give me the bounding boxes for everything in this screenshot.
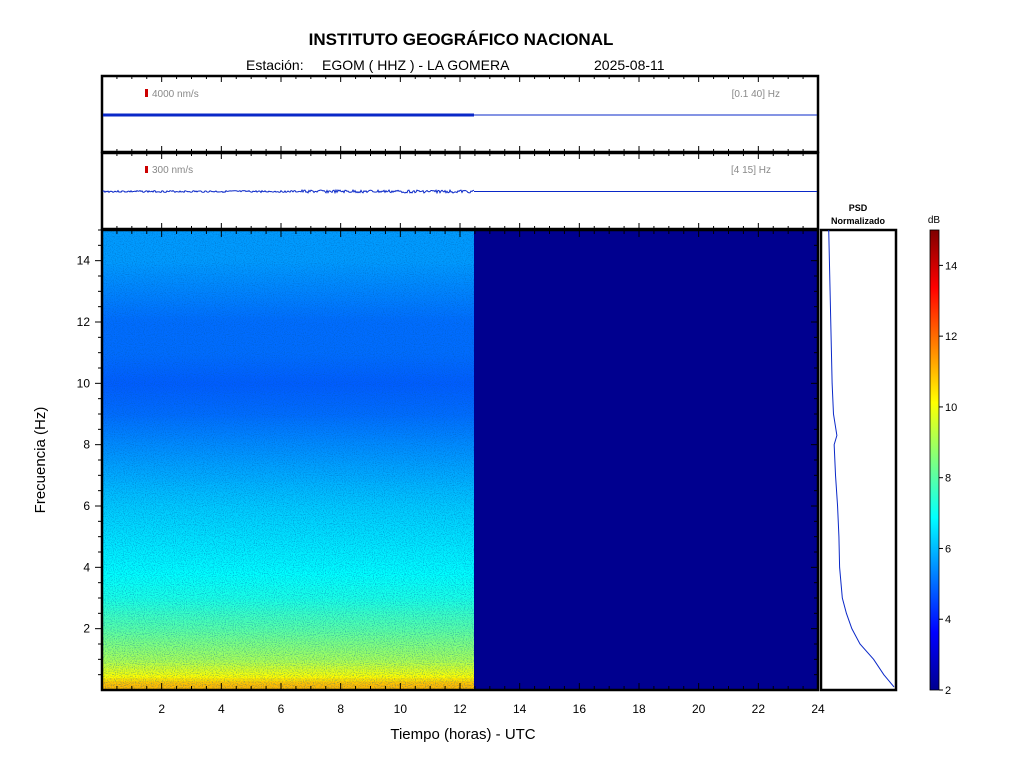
x-tick-label: 14 — [513, 702, 527, 716]
station-name: EGOM ( HHZ ) - LA GOMERA — [322, 57, 510, 73]
x-tick-label: 6 — [278, 702, 285, 716]
psd-title-line1: PSD — [849, 203, 868, 213]
colorbar-tick-label: 4 — [945, 614, 951, 626]
scale-label-filtered: 300 nm/s — [152, 165, 193, 176]
psd-title-line2: Normalizado — [831, 216, 886, 226]
colorbar-title: dB — [928, 215, 941, 226]
x-axis-label: Tiempo (horas) - UTC — [390, 726, 535, 743]
x-tick-label: 22 — [752, 702, 766, 716]
y-tick-label: 2 — [83, 622, 90, 636]
psd-frame — [819, 228, 898, 692]
colorbar-tick-label: 12 — [945, 331, 957, 343]
colorbar-tick-label: 14 — [945, 260, 957, 272]
y-tick-label: 14 — [77, 254, 91, 268]
x-tick-label: 2 — [158, 702, 165, 716]
y-tick-label: 4 — [83, 560, 90, 574]
x-tick-label: 10 — [394, 702, 408, 716]
x-tick-label: 20 — [692, 702, 706, 716]
x-tick-label: 24 — [811, 702, 825, 716]
spectrogram-noise-texture — [102, 230, 474, 690]
x-tick-label: 12 — [453, 702, 467, 716]
y-tick-label: 12 — [77, 315, 91, 329]
x-tick-label: 16 — [573, 702, 587, 716]
y-axis-label: Frecuencia (Hz) — [32, 407, 49, 514]
psd-panel: PSD Normalizado — [819, 203, 898, 692]
station-label: Estación: — [246, 57, 304, 73]
x-tick-label: 4 — [218, 702, 225, 716]
seismogram-panel-broadband: 4000 nm/s [0.1 40] Hz — [100, 74, 820, 154]
seismogram-panel-filtered: 300 nm/s [4 15] Hz — [100, 151, 820, 231]
psd-curve — [828, 229, 895, 688]
scale-bar-filtered — [145, 166, 148, 173]
trace-filtered-data — [102, 188, 475, 195]
colorbar-tick-label: 6 — [945, 543, 951, 555]
y-tick-label: 8 — [83, 438, 90, 452]
trace-broadband-data — [103, 113, 474, 117]
y-tick-label: 6 — [83, 499, 90, 513]
colorbar-tick-label: 10 — [945, 402, 957, 414]
filter-label-broadband: [0.1 40] Hz — [732, 89, 780, 100]
colorbar-tick-label: 8 — [945, 473, 951, 485]
filter-label-filtered: [4 15] Hz — [731, 165, 771, 176]
colorbar: dB 2 4 6 8 10 12 14 — [928, 215, 957, 697]
colorbar-gradient — [929, 229, 940, 691]
scale-label-broadband: 4000 nm/s — [152, 89, 199, 100]
scale-bar-broadband — [145, 89, 148, 97]
figure-title: INSTITUTO GEOGRÁFICO NACIONAL — [309, 30, 614, 49]
colorbar-tick-label: 2 — [945, 685, 951, 697]
date-label: 2025-08-11 — [594, 57, 665, 73]
x-tick-label: 8 — [337, 702, 344, 716]
y-tick-label: 10 — [77, 376, 91, 390]
x-tick-label: 18 — [632, 702, 646, 716]
